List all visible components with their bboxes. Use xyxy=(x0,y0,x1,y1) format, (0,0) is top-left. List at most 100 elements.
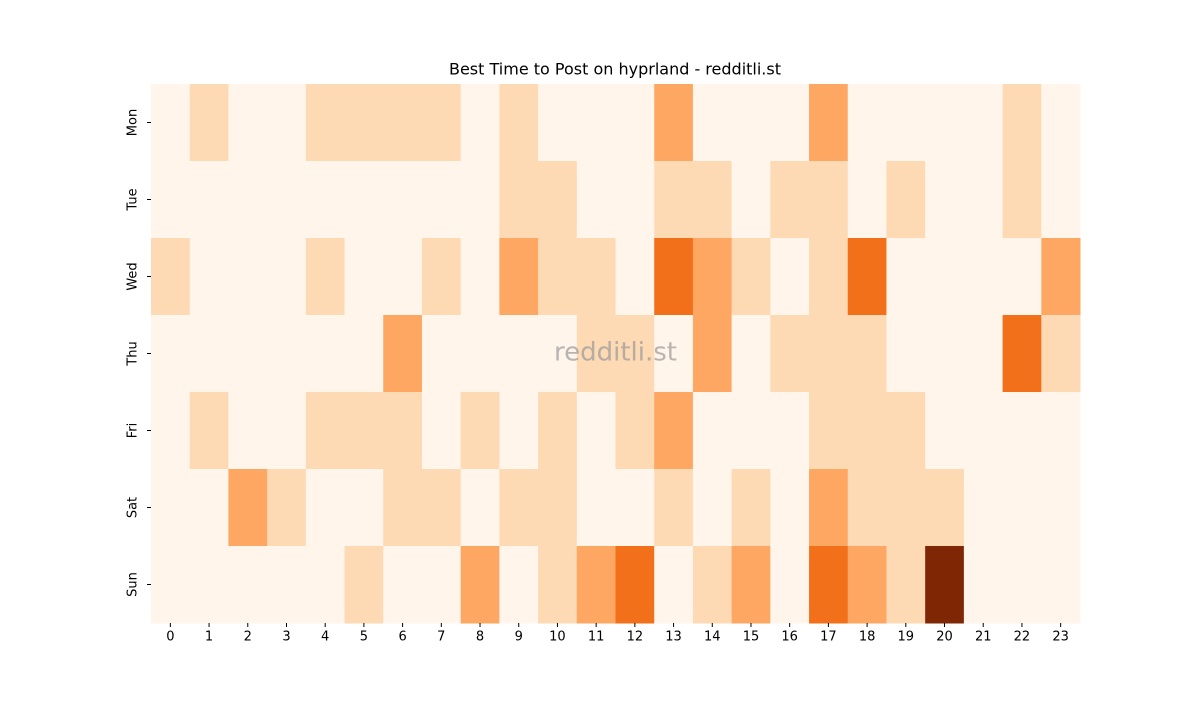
heatmap-cell xyxy=(460,238,500,316)
heatmap-cell xyxy=(305,392,346,470)
heatmap-cell xyxy=(886,84,926,162)
heatmap-cell xyxy=(770,546,810,624)
y-tick-label: Fri xyxy=(126,423,141,439)
heatmap-cell xyxy=(576,392,616,470)
heatmap-cell xyxy=(847,161,887,239)
x-tick-label: 18 xyxy=(859,630,876,645)
heatmap-cell xyxy=(151,161,191,239)
heatmap-cell xyxy=(421,392,462,470)
heatmap-cell xyxy=(383,84,423,162)
heatmap-cell xyxy=(770,392,810,470)
heatmap-cell xyxy=(847,546,887,624)
heatmap-cell xyxy=(731,161,771,239)
y-tick-label: Sun xyxy=(126,572,141,597)
heatmap-cell xyxy=(228,469,268,547)
heatmap-cell xyxy=(383,392,423,470)
heatmap-cell xyxy=(538,238,578,316)
heatmap-cell xyxy=(576,84,616,162)
heatmap-cell xyxy=(383,546,423,624)
heatmap-cell xyxy=(1002,546,1042,624)
x-tick-label: 22 xyxy=(1014,630,1031,645)
x-tick-label: 4 xyxy=(321,630,329,645)
heatmap-cell xyxy=(228,315,268,393)
heatmap-cell xyxy=(770,161,810,239)
heatmap-cell xyxy=(654,315,694,393)
heatmap-cell xyxy=(963,161,1004,239)
heatmap-cell xyxy=(189,315,229,393)
heatmap-cell xyxy=(228,84,268,162)
heatmap-cell xyxy=(692,161,733,239)
heatmap-cell xyxy=(1002,161,1042,239)
heatmap-cell xyxy=(228,392,268,470)
heatmap-cell xyxy=(925,392,965,470)
x-tick-label: 21 xyxy=(975,630,992,645)
heatmap-cell xyxy=(809,161,849,239)
heatmap-cell xyxy=(654,546,694,624)
heatmap-cell xyxy=(344,546,384,624)
heatmap-cell xyxy=(305,546,346,624)
x-tick-label: 2 xyxy=(244,630,252,645)
heatmap-cell xyxy=(692,315,733,393)
heatmap-cell xyxy=(383,161,423,239)
heatmap-cell xyxy=(421,315,462,393)
heatmap-cell xyxy=(421,84,462,162)
heatmap-cell xyxy=(925,238,965,316)
heatmap-cell xyxy=(731,392,771,470)
x-tick-label: 19 xyxy=(898,630,915,645)
heatmap-cell xyxy=(847,84,887,162)
heatmap-cell xyxy=(886,469,926,547)
heatmap-cell xyxy=(151,469,191,547)
heatmap-cell xyxy=(1041,392,1081,470)
heatmap-cell xyxy=(886,315,926,393)
heatmap-cell xyxy=(1002,238,1042,316)
heatmap-cell xyxy=(499,546,539,624)
heatmap-cell xyxy=(576,238,616,316)
heatmap-cell xyxy=(499,238,539,316)
x-tick-label: 8 xyxy=(476,630,484,645)
heatmap-cell xyxy=(460,84,500,162)
watermark: redditli.st xyxy=(554,338,677,368)
heatmap-cell xyxy=(847,469,887,547)
heatmap-cell xyxy=(383,238,423,316)
heatmap-cell xyxy=(305,84,346,162)
heatmap-cell xyxy=(770,469,810,547)
heatmap-cell xyxy=(305,469,346,547)
heatmap-cell xyxy=(267,392,307,470)
heatmap-cell xyxy=(654,469,694,547)
heatmap-cell xyxy=(925,469,965,547)
heatmap-cell xyxy=(460,315,500,393)
heatmap-cell xyxy=(460,392,500,470)
heatmap-cell xyxy=(809,546,849,624)
x-tick-label: 12 xyxy=(627,630,644,645)
heatmap-cell xyxy=(576,161,616,239)
heatmap-cell xyxy=(576,315,616,393)
x-tick-label: 17 xyxy=(820,630,837,645)
heatmap-cell xyxy=(267,161,307,239)
heatmap-cell xyxy=(925,84,965,162)
x-tick-label: 14 xyxy=(704,630,721,645)
x-tick-label: 3 xyxy=(282,630,290,645)
heatmap-cell xyxy=(460,469,500,547)
heatmap-cell xyxy=(692,469,733,547)
heatmap-cell xyxy=(499,84,539,162)
x-tick-label: 20 xyxy=(936,630,953,645)
heatmap-cell xyxy=(963,315,1004,393)
heatmap-cell xyxy=(1041,469,1081,547)
heatmap-cell xyxy=(731,315,771,393)
heatmap-cell xyxy=(383,469,423,547)
heatmap-cell xyxy=(731,469,771,547)
heatmap-cell xyxy=(499,315,539,393)
heatmap-cell xyxy=(847,392,887,470)
heatmap-cell xyxy=(809,238,849,316)
heatmap-cell xyxy=(267,315,307,393)
heatmap-cell xyxy=(189,546,229,624)
heatmap-cell xyxy=(228,546,268,624)
heatmap-cell xyxy=(731,546,771,624)
heatmap-cell xyxy=(421,238,462,316)
heatmap-cell xyxy=(305,161,346,239)
heatmap-cell xyxy=(692,84,733,162)
heatmap-cell xyxy=(344,238,384,316)
heatmap-cell xyxy=(576,469,616,547)
heatmap-cell xyxy=(538,392,578,470)
heatmap-cell xyxy=(499,161,539,239)
